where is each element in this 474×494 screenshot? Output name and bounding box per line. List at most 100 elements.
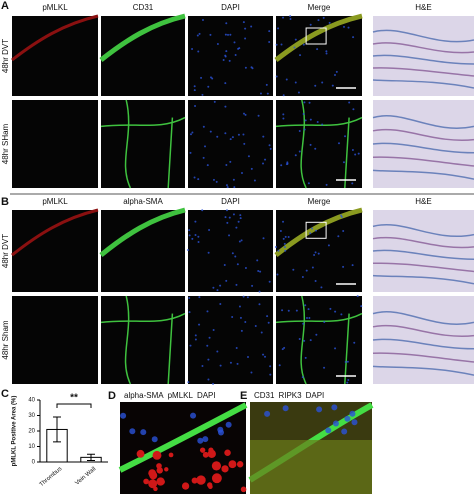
- nucleus: [304, 119, 307, 122]
- nucleus: [334, 310, 337, 313]
- nucleus: [316, 48, 319, 51]
- nucleus: [234, 255, 237, 258]
- nucleus: [238, 47, 241, 50]
- tissue-fiber: [372, 67, 474, 77]
- nucleus: [225, 209, 228, 212]
- nucleus: [278, 364, 281, 367]
- nucleus: [224, 33, 227, 36]
- vessel-signal: [118, 402, 248, 473]
- nucleus: [268, 144, 271, 147]
- nucleus: [308, 101, 311, 104]
- nucleus: [191, 237, 194, 240]
- stain-label: DAPI: [306, 391, 325, 400]
- nucleus: [282, 405, 289, 412]
- nucleus: [198, 296, 201, 299]
- pmlkl-signal: [136, 449, 145, 458]
- nucleus: [262, 162, 265, 165]
- nucleus: [298, 337, 301, 340]
- nucleus: [257, 114, 260, 117]
- tissue-fiber: [372, 156, 474, 167]
- nucleus: [225, 421, 232, 428]
- nucleus: [244, 321, 247, 324]
- nucleus: [341, 428, 348, 435]
- pmlkl-signal: [156, 467, 163, 474]
- nucleus: [301, 376, 304, 379]
- micrograph: [101, 16, 185, 96]
- pmlkl-signal: [240, 486, 247, 493]
- nucleus: [292, 268, 295, 271]
- nucleus: [224, 54, 227, 57]
- nucleus: [219, 284, 222, 287]
- nucleus: [352, 36, 355, 39]
- nucleus: [193, 85, 196, 88]
- nucleus: [207, 85, 210, 88]
- nucleus: [285, 78, 288, 81]
- nucleus: [213, 100, 216, 103]
- pmlkl-signal: [202, 451, 209, 458]
- nucleus: [323, 320, 326, 323]
- panel-letter: B: [1, 196, 9, 208]
- row-label: 48hr DVT: [1, 39, 10, 73]
- nucleus: [354, 153, 357, 156]
- nucleus: [309, 339, 312, 342]
- nucleus: [207, 251, 210, 254]
- micrograph: [188, 296, 273, 384]
- error-bar: [87, 453, 95, 461]
- nucleus: [277, 27, 280, 30]
- nucleus: [242, 295, 245, 298]
- nucleus: [265, 83, 268, 86]
- nucleus: [286, 161, 289, 164]
- nucleus: [229, 33, 232, 36]
- stain-label: DAPI: [197, 391, 216, 400]
- pmlkl-signal: [148, 479, 158, 489]
- column-header: pMLKL: [42, 197, 68, 206]
- tissue-fiber: [372, 142, 474, 154]
- nucleus: [294, 154, 297, 157]
- nucleus: [229, 361, 232, 364]
- tissue-fiber: [372, 128, 474, 141]
- nucleus: [311, 227, 314, 230]
- nucleus: [325, 183, 328, 186]
- nucleus: [202, 125, 205, 128]
- y-tick-label: 40: [28, 398, 35, 404]
- pmlkl-signal: [168, 452, 174, 458]
- nucleus: [309, 118, 312, 121]
- nucleus: [294, 81, 297, 84]
- pmlkl-signal: [211, 473, 222, 484]
- y-tick-label: 30: [28, 413, 35, 419]
- nucleus: [208, 336, 211, 339]
- nucleus: [233, 41, 236, 44]
- nucleus: [216, 350, 219, 353]
- nucleus: [219, 302, 222, 305]
- nucleus: [269, 365, 272, 368]
- nucleus: [287, 309, 290, 312]
- tissue-fiber: [372, 249, 474, 260]
- nucleus: [216, 289, 219, 292]
- nucleus: [302, 113, 305, 116]
- nucleus: [282, 16, 285, 19]
- pmlkl-signal: [207, 482, 213, 488]
- micrograph: [188, 100, 273, 188]
- nucleus: [305, 317, 308, 320]
- x-tick-label: Vein Wall: [74, 466, 97, 487]
- nucleus: [316, 121, 319, 124]
- nucleus: [294, 38, 297, 41]
- column-header: alpha-SMA: [123, 197, 163, 206]
- nucleus: [129, 428, 136, 435]
- nucleus: [187, 381, 190, 384]
- nucleus: [257, 269, 260, 272]
- column-header: H&E: [415, 3, 431, 12]
- nucleus: [275, 43, 278, 46]
- nucleus: [189, 151, 192, 154]
- nucleus: [259, 270, 262, 273]
- vessel-signal: [274, 207, 363, 258]
- vessel-signal: [99, 13, 186, 62]
- tissue-fiber: [372, 352, 474, 363]
- nucleus: [188, 229, 191, 232]
- nucleus: [189, 344, 192, 347]
- pmlkl-signal: [196, 475, 206, 485]
- nucleus: [222, 59, 225, 62]
- nucleus: [237, 220, 240, 223]
- micrograph: [188, 210, 273, 292]
- nucleus: [347, 26, 350, 29]
